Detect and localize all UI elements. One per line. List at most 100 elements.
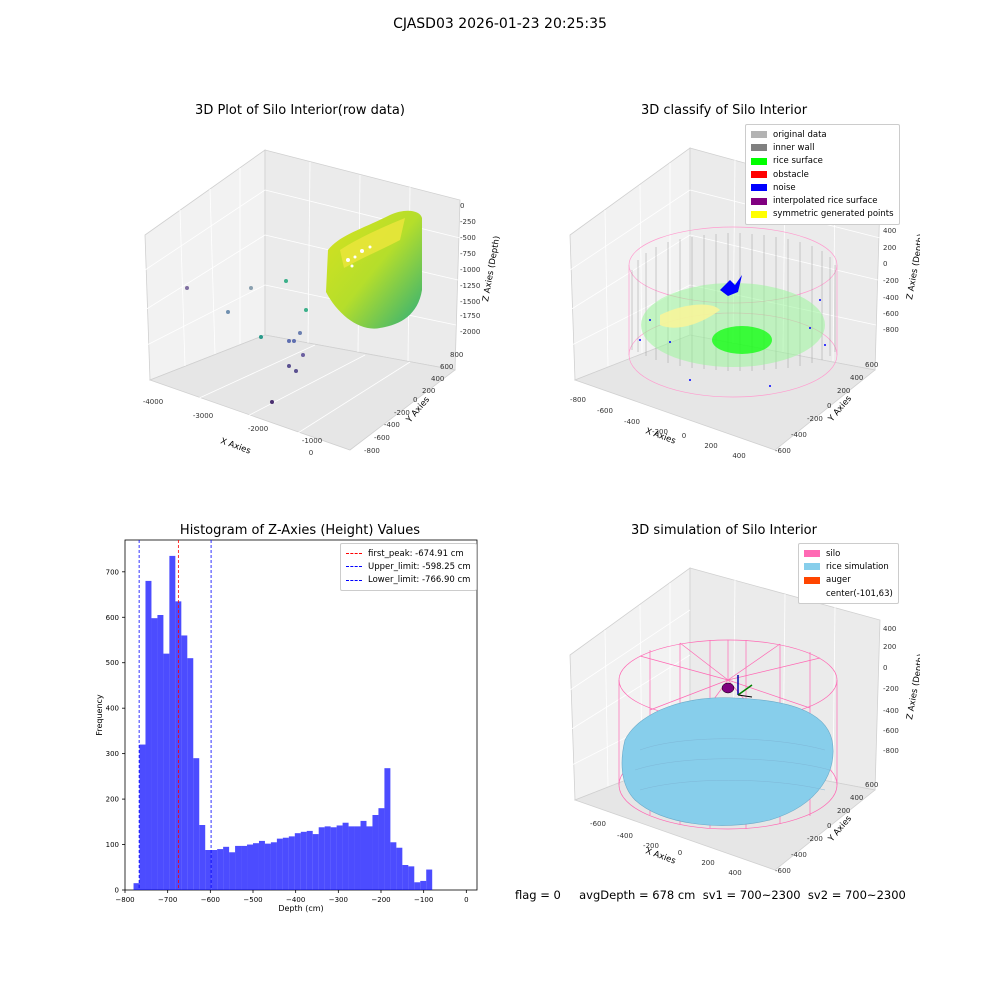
histogram-bar [366, 826, 373, 890]
histogram-bar [324, 826, 331, 890]
histogram-bar [348, 826, 355, 890]
outlier-point [287, 339, 291, 343]
x-tick-label: −600 [201, 896, 220, 904]
histogram-bar [390, 842, 397, 890]
legend-swatch [751, 157, 767, 165]
legend-line [346, 566, 362, 568]
legend-entry: center(-101,63) [804, 587, 893, 600]
legend-entry: first_peak: -674.91 cm [346, 547, 471, 560]
x-tick-label: −200 [371, 896, 390, 904]
svg-text:-750: -750 [460, 250, 476, 258]
histogram-bar [247, 844, 253, 890]
svg-text:-1000: -1000 [302, 437, 322, 445]
svg-text:-600: -600 [597, 407, 613, 415]
histogram-bar [270, 842, 277, 890]
x-tick-label: 0 [464, 896, 468, 904]
y-tick-label: 500 [106, 659, 119, 667]
svg-text:-800: -800 [883, 747, 899, 755]
histogram-legend: first_peak: -674.91 cm Upper_limit: -598… [340, 543, 477, 591]
svg-text:-800: -800 [883, 326, 899, 334]
svg-text:-400: -400 [617, 832, 633, 840]
histogram-y-label: Frequency [95, 694, 104, 736]
y-tick-label: 200 [106, 796, 119, 804]
legend-swatch [751, 144, 767, 152]
y-tick-label: 700 [106, 568, 119, 576]
svg-text:400: 400 [883, 625, 896, 633]
svg-text:0: 0 [678, 849, 682, 857]
outlier-point [270, 400, 274, 404]
outlier-point [249, 286, 253, 290]
raw-x-label: X Axies [219, 436, 252, 456]
histogram-bar [163, 653, 170, 890]
legend-swatch [804, 576, 820, 584]
histogram-bar [372, 815, 379, 890]
outlier-point [292, 339, 296, 343]
svg-text:0: 0 [309, 449, 313, 457]
histogram-bar [187, 658, 194, 890]
svg-text:400: 400 [431, 375, 444, 383]
x-tick-label: −800 [115, 896, 134, 904]
histogram-bar [157, 615, 164, 890]
legend-entry: rice simulation [804, 560, 893, 573]
outlier-point [294, 369, 298, 373]
legend-swatch [804, 563, 820, 571]
svg-text:200: 200 [883, 643, 896, 651]
svg-text:-600: -600 [883, 310, 899, 318]
simulation-3d-plot: -600 -400 -200 0 200 400 600 400 200 0 -… [569, 567, 920, 877]
histogram-bar [241, 845, 248, 890]
x-tick-label: −700 [158, 896, 177, 904]
histogram-bar [414, 882, 421, 890]
histogram-bar [205, 850, 212, 890]
legend-line [346, 579, 362, 581]
svg-text:400: 400 [883, 227, 896, 235]
histogram-title: Histogram of Z-Axies (Height) Values [179, 523, 421, 538]
histogram-bar [223, 846, 230, 890]
histogram-bar [336, 825, 343, 890]
y-tick-label: 100 [106, 841, 119, 849]
svg-text:-500: -500 [460, 234, 476, 242]
histogram-bar [300, 831, 307, 890]
svg-text:-200: -200 [883, 277, 899, 285]
svg-text:-400: -400 [624, 418, 640, 426]
outlier-point [304, 308, 308, 312]
histogram-bar [282, 837, 289, 890]
svg-text:-600: -600 [883, 727, 899, 735]
legend-swatch [751, 171, 767, 179]
legend-swatch [751, 210, 767, 218]
classify-legend: original data inner wall rice surface ob… [745, 124, 900, 226]
legend-entry: obstacle [751, 168, 894, 181]
histogram-reference-lines [138, 540, 212, 890]
svg-text:0: 0 [827, 822, 831, 830]
svg-text:-800: -800 [364, 447, 380, 455]
svg-text:-400: -400 [791, 851, 807, 859]
histogram-x-ticks: −800 −700 −600 −500 −400 −300 −200 −100 0 [115, 890, 469, 904]
classify-3d-noise [639, 275, 826, 387]
outlier-point [287, 364, 291, 368]
histogram-bar [181, 635, 188, 890]
svg-text:0: 0 [883, 260, 887, 268]
svg-text:600: 600 [440, 363, 453, 371]
histogram-bar [294, 833, 301, 890]
legend-swatch [751, 197, 767, 205]
legend-entry: auger [804, 574, 893, 587]
svg-text:-400: -400 [384, 421, 400, 429]
svg-text:-200: -200 [807, 835, 823, 843]
histogram-y-ticks: 0 100 200 300 400 500 600 700 [106, 568, 125, 895]
svg-text:-600: -600 [374, 434, 390, 442]
histogram-bar [199, 825, 206, 890]
svg-text:-3000: -3000 [193, 412, 213, 420]
histogram-bar [330, 827, 337, 890]
histogram-bar [306, 830, 313, 890]
status-footer: flag = 0 avgDepth = 678 cm sv1 = 700~230… [515, 888, 906, 902]
outlier-point [284, 279, 288, 283]
histogram-bar [235, 845, 242, 890]
svg-text:-200: -200 [394, 409, 410, 417]
svg-text:-200: -200 [652, 428, 668, 436]
classify-plot-title: 3D classify of Silo Interior [640, 103, 808, 118]
svg-text:-200: -200 [807, 415, 823, 423]
svg-text:-200: -200 [643, 842, 659, 850]
svg-text:400: 400 [732, 452, 745, 460]
svg-text:0: 0 [413, 396, 417, 404]
histogram-chart: −800 −700 −600 −500 −400 −300 −200 −100 0 0 100 20… [95, 539, 478, 913]
histogram-bar [139, 744, 146, 890]
